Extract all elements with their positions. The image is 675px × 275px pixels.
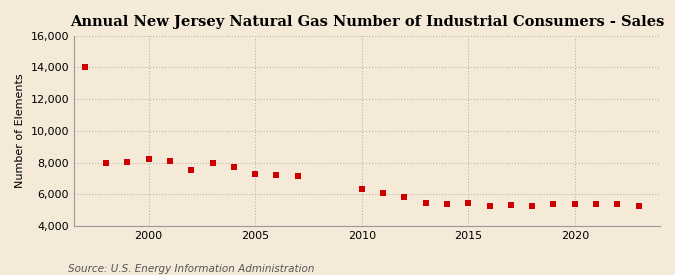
Y-axis label: Number of Elements: Number of Elements — [15, 73, 25, 188]
Point — [399, 195, 410, 200]
Point — [165, 159, 176, 163]
Point — [101, 160, 111, 165]
Point — [186, 168, 196, 173]
Point — [633, 204, 644, 208]
Point — [591, 202, 601, 207]
Point — [377, 191, 388, 196]
Point — [421, 201, 431, 205]
Title: Annual New Jersey Natural Gas Number of Industrial Consumers - Sales: Annual New Jersey Natural Gas Number of … — [70, 15, 664, 29]
Point — [122, 160, 133, 164]
Point — [441, 202, 452, 207]
Point — [356, 186, 367, 191]
Point — [271, 173, 282, 177]
Point — [79, 65, 90, 70]
Point — [526, 204, 537, 208]
Point — [463, 201, 474, 205]
Point — [143, 157, 154, 161]
Point — [250, 171, 261, 176]
Text: Source: U.S. Energy Information Administration: Source: U.S. Energy Information Administ… — [68, 264, 314, 274]
Point — [570, 202, 580, 206]
Point — [228, 165, 239, 169]
Point — [292, 174, 303, 178]
Point — [548, 202, 559, 207]
Point — [506, 203, 516, 207]
Point — [484, 204, 495, 208]
Point — [612, 202, 623, 207]
Point — [207, 161, 218, 166]
